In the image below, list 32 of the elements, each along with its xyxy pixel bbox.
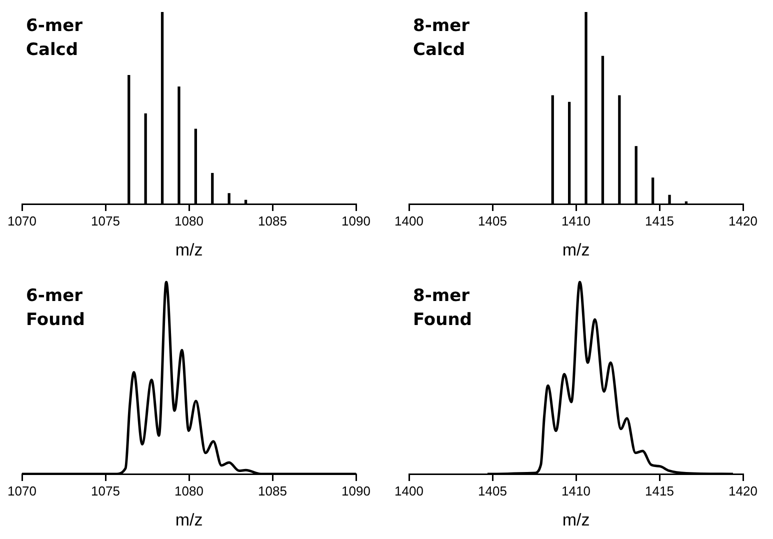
x-tick-label: 1415 [645,213,674,228]
x-axis-title: m/z [175,240,203,260]
x-axis-title: m/z [562,510,590,530]
x-tick-label: 1400 [394,483,424,498]
x-tick-label: 1075 [91,213,120,228]
x-tick-label: 1420 [728,483,758,498]
text: Calcd [26,39,80,62]
chart-title: 8-mer [413,15,470,38]
x-tick-label: 1070 [8,483,36,498]
x-tick-label: 1405 [478,483,507,498]
x-tick-label: 1070 [8,213,36,228]
text: Calcd [413,39,466,62]
chart-title: 6-mer [26,15,83,38]
text: Found [413,309,472,332]
x-axis-title: m/z [562,240,590,260]
x-tick-label: 1075 [91,483,120,498]
x-tick-label: 1410 [562,483,590,498]
x-tick-label: 1085 [258,483,287,498]
x-axis-title: m/z [175,510,203,530]
x-tick-label: 1405 [478,213,507,228]
chart-title: 6-mer [26,285,84,308]
x-tick-label: 1090 [342,483,370,498]
text: Found [26,309,85,332]
x-tick-label: 1080 [174,213,204,228]
x-tick-label: 1410 [562,213,590,228]
chart-title: 8-mer [413,285,471,308]
x-tick-label: 1420 [728,213,758,228]
x-tick-label: 1090 [342,213,370,228]
x-tick-label: 1415 [645,483,674,498]
x-tick-label: 1085 [258,213,287,228]
x-tick-label: 1080 [174,483,204,498]
x-tick-label: 1400 [394,213,424,228]
